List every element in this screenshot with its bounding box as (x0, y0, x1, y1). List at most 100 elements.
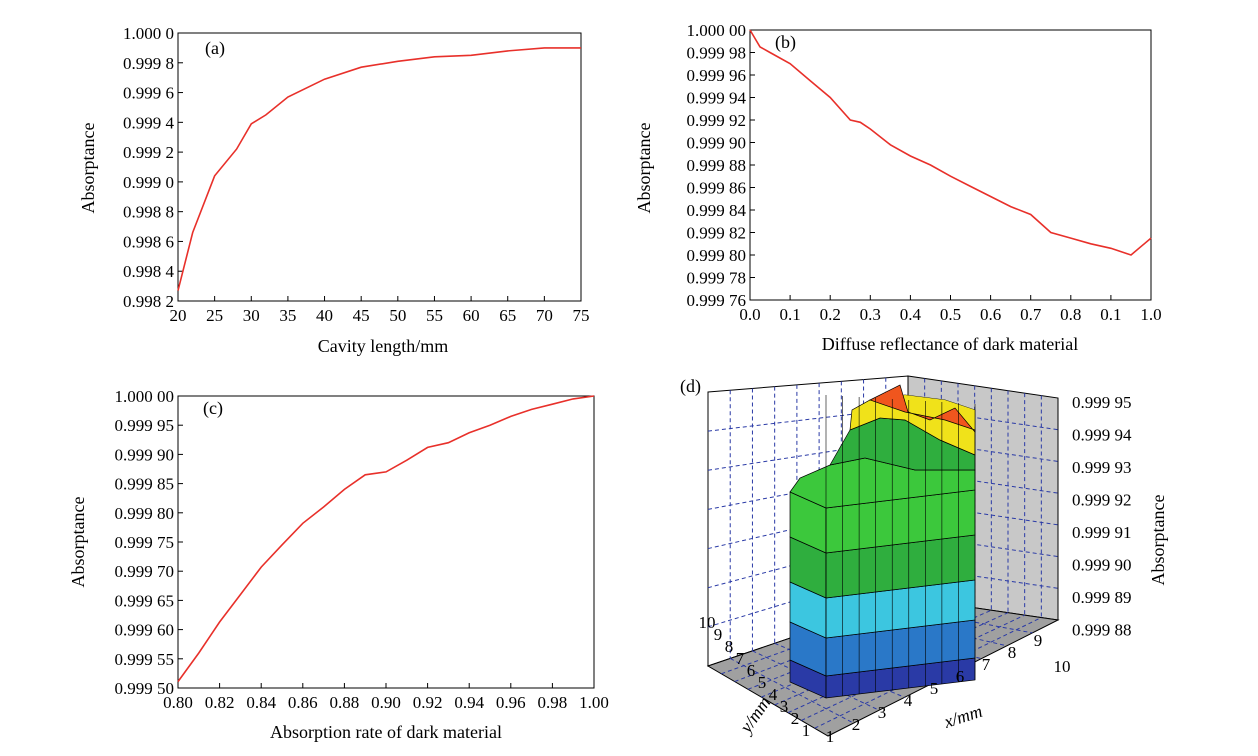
x-tick-label: 0.7 (1020, 305, 1042, 324)
y-tick-label: 0.999 78 (687, 269, 747, 288)
z-tick-label: 0.999 90 (1072, 556, 1132, 575)
panel-label-c: (c) (203, 398, 223, 419)
y-tick-label: 0.999 4 (123, 113, 175, 132)
y-tick-label-d: 10 (699, 613, 716, 632)
x-tick-label: 25 (206, 306, 223, 325)
x-tick-label: 65 (499, 306, 516, 325)
y-tick-label: 0.999 2 (123, 143, 174, 162)
panel-b: (b) 0.999 76 0.999 78 0.999 80 0.999 82 0.99… (634, 21, 1162, 354)
x-tick-label: 20 (170, 306, 187, 325)
y-tick-label: 0.999 96 (687, 66, 747, 85)
x-tick-label: 0.92 (413, 693, 443, 712)
x-tick-label: 0.3 (860, 305, 881, 324)
y-tick-label-d: 2 (791, 709, 800, 728)
y-tick-label: 0.999 75 (115, 533, 175, 552)
y-tick-label-d: 1 (802, 721, 811, 740)
plot-frame-b (749, 29, 1152, 301)
y-tick-label: 0.998 2 (123, 292, 174, 311)
y-tick-label: 1.000 0 (123, 24, 174, 43)
y-tick-label: 0.999 92 (687, 111, 747, 130)
x-tick-label-d: 10 (1054, 657, 1071, 676)
y-tick-label: 0.999 98 (687, 44, 747, 63)
z-tick-label: 0.999 91 (1072, 523, 1132, 542)
series-line-b (749, 29, 1152, 256)
x-tick-label: 0.0 (739, 305, 760, 324)
x-tick-label-d: 7 (982, 655, 991, 674)
x-tick-label: 0.1 (1100, 305, 1121, 324)
x-tick-label: 0.82 (205, 693, 235, 712)
y-tick-label: 0.999 90 (687, 134, 747, 153)
x-tick-label: 0.2 (820, 305, 841, 324)
x-tick-label-d: 1 (826, 727, 835, 746)
y-tick-label: 0.999 60 (115, 621, 175, 640)
y-tick-label: 0.999 86 (687, 179, 747, 198)
y-tick-label: 0.999 55 (115, 650, 175, 669)
x-axis-label-b: Diffuse reflectance of dark material (822, 334, 1079, 354)
panel-label-a: (a) (205, 38, 225, 59)
x-tick-label: 0.98 (538, 693, 568, 712)
panel-d: 0.999 95 0.999 94 0.999 93 0.999 92 0.999 91… (680, 375, 1168, 746)
y-tick-label: 0.999 94 (687, 89, 747, 108)
x-tick-label-d: 6 (956, 667, 965, 686)
y-tick-label: 0.998 4 (123, 262, 175, 281)
x-tick-label: 60 (463, 306, 480, 325)
x-tick-label-d: 5 (930, 679, 939, 698)
y-tick-label: 0.999 6 (123, 84, 174, 103)
x-tick-label: 0.90 (371, 693, 401, 712)
x-tick-label: 0.4 (900, 305, 922, 324)
y-axis-label-b: Absorptance (634, 123, 654, 214)
y-tick-label: 0.999 85 (115, 475, 175, 494)
x-tick-label: 0.5 (940, 305, 961, 324)
surface (789, 384, 976, 699)
x-tick-label: 75 (573, 306, 590, 325)
panel-label-b: (b) (775, 32, 796, 53)
x-tick-label: 0.84 (246, 693, 276, 712)
x-tick-label: 35 (279, 306, 296, 325)
x-tick-label-d: 3 (878, 703, 887, 722)
x-tick-label: 1.00 (579, 693, 609, 712)
z-tick-label: 0.999 92 (1072, 491, 1132, 510)
z-tick-label: 0.999 95 (1072, 393, 1132, 412)
y-tick-label-d: 8 (725, 637, 734, 656)
y-tick-label: 1.000 00 (115, 387, 175, 406)
x-tick-label: 45 (353, 306, 370, 325)
y-tick-label-d: 9 (714, 625, 723, 644)
y-tick-label: 0.999 65 (115, 591, 175, 610)
y-tick-label: 0.999 90 (115, 445, 175, 464)
y-tick-label: 0.999 84 (687, 201, 747, 220)
y-tick-label: 0.999 76 (687, 291, 747, 310)
plot-frame-a (177, 32, 582, 302)
y-tick-label: 0.999 0 (123, 173, 174, 192)
x-tick-label: 70 (536, 306, 553, 325)
y-tick-label: 0.999 70 (115, 562, 175, 581)
x-tick-label: 0.1 (779, 305, 800, 324)
y-tick-label: 0.999 95 (115, 416, 175, 435)
plot-frame-c (177, 395, 595, 689)
y-tick-label: 0.999 80 (115, 504, 175, 523)
x-tick-label-d: 8 (1008, 643, 1017, 662)
y-tick-label-d: 5 (758, 673, 767, 692)
x-tick-label-d: 9 (1034, 631, 1043, 650)
z-axis-label-d: Absorptance (1148, 495, 1168, 586)
y-tick-label: 0.999 82 (687, 224, 747, 243)
x-tick-label: 0.96 (496, 693, 526, 712)
x-tick-label: 55 (426, 306, 443, 325)
z-tick-label: 0.999 93 (1072, 458, 1132, 477)
y-tick-label: 0.998 6 (123, 232, 174, 251)
x-tick-label: 0.6 (980, 305, 1001, 324)
x-tick-label: 30 (243, 306, 260, 325)
y-tick-label: 0.999 8 (123, 54, 174, 73)
y-tick-label: 0.998 8 (123, 203, 174, 222)
y-tick-label-d: 7 (736, 649, 745, 668)
x-axis-label-c: Absorption rate of dark material (270, 722, 502, 742)
z-tick-label: 0.999 88 (1072, 621, 1132, 640)
x-tick-label: 0.80 (163, 693, 193, 712)
z-tick-label: 0.999 94 (1072, 426, 1132, 445)
x-tick-label-d: 4 (904, 691, 913, 710)
y-tick-label-d: 3 (780, 697, 789, 716)
y-axis-label-c: Absorptance (68, 497, 88, 588)
panel-label-d: (d) (680, 376, 701, 397)
x-tick-label: 0.94 (454, 693, 484, 712)
y-tick-label-d: 6 (747, 661, 756, 680)
